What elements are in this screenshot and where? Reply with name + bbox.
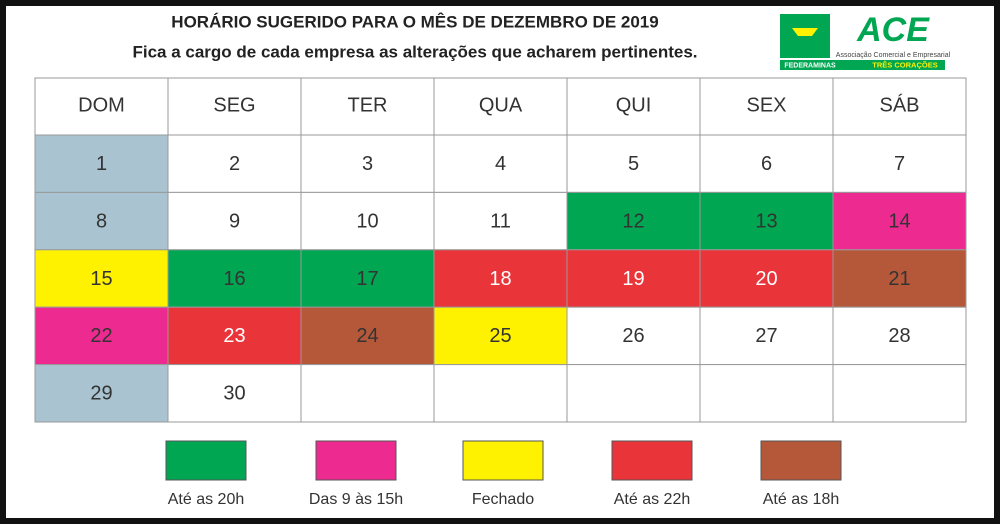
day-cell xyxy=(433,364,568,423)
day-cell xyxy=(300,364,435,423)
day-number: 11 xyxy=(490,210,511,232)
legend-swatch xyxy=(462,440,544,481)
day-number: 30 xyxy=(223,383,245,405)
day-number: 16 xyxy=(223,268,245,290)
day-number: 18 xyxy=(489,268,511,290)
day-number: 21 xyxy=(888,268,910,290)
header-cell xyxy=(832,77,967,136)
day-cell xyxy=(167,249,302,308)
weekday: SEX xyxy=(746,94,786,116)
day-number: 3 xyxy=(362,153,373,175)
day-cell xyxy=(34,364,169,423)
legend-swatch xyxy=(611,440,693,481)
header-cell xyxy=(566,77,701,136)
day-number: 8 xyxy=(96,210,107,232)
day-number: 13 xyxy=(755,210,777,232)
day-cell xyxy=(832,191,967,251)
day-cell xyxy=(300,249,435,308)
day-number: 14 xyxy=(888,210,910,232)
legend-label: Das 9 às 15h xyxy=(309,491,403,508)
day-number: 12 xyxy=(622,210,644,232)
day-number: 2 xyxy=(229,153,240,175)
weekday: SEG xyxy=(213,94,255,116)
weekday: QUI xyxy=(616,94,652,116)
legend-label: Fechado xyxy=(472,491,534,508)
legend-swatch xyxy=(165,440,247,481)
day-cell xyxy=(433,191,568,251)
day-cell xyxy=(566,364,701,423)
day-number: 25 xyxy=(489,325,511,347)
day-cell xyxy=(34,306,169,366)
day-number: 9 xyxy=(229,210,240,232)
logo-city: TRÊS CORAÇÕES xyxy=(872,60,937,69)
day-cell xyxy=(832,249,967,308)
day-cell xyxy=(433,306,568,366)
day-number: 1 xyxy=(96,153,107,175)
day-number: 15 xyxy=(90,268,112,290)
day-number: 27 xyxy=(755,325,777,347)
title: HORÁRIO SUGERIDO PARA O MÊS DE DEZEMBRO … xyxy=(171,12,658,31)
logo-shape xyxy=(792,28,818,36)
legend-swatch xyxy=(760,440,842,481)
day-number: 29 xyxy=(90,383,112,405)
day-cell xyxy=(34,191,169,251)
subtitle: Fica a cargo de cada empresa as alteraçõ… xyxy=(132,42,697,61)
weekday: TER xyxy=(348,94,388,116)
day-number: 7 xyxy=(894,153,905,175)
logo-federation: FEDERAMINAS xyxy=(784,62,836,69)
day-cell xyxy=(699,191,834,251)
day-cell xyxy=(832,134,967,193)
day-cell xyxy=(433,134,568,193)
day-number: 5 xyxy=(628,153,639,175)
day-number: 6 xyxy=(761,153,772,175)
legend: Até as 20h Das 9 às 15h Fechado Até as 22h A… xyxy=(165,440,842,508)
day-cell xyxy=(699,249,834,308)
day-number: 28 xyxy=(888,325,910,347)
header-cell xyxy=(433,77,568,136)
logo: ACE Associação Comercial e Empresarial F… xyxy=(780,11,951,70)
day-number: 26 xyxy=(622,325,644,347)
day-number: 17 xyxy=(356,268,378,290)
header-cell xyxy=(699,77,834,136)
day-cell xyxy=(34,249,169,308)
weekday: SÁB xyxy=(879,93,919,116)
day-cell xyxy=(300,134,435,193)
legend-swatch xyxy=(315,440,397,481)
day-number: 24 xyxy=(356,325,378,347)
day-cell xyxy=(300,306,435,366)
legend-label: Até as 22h xyxy=(614,491,691,508)
day-cell xyxy=(566,134,701,193)
logo-bar xyxy=(780,60,945,70)
day-number: 23 xyxy=(223,325,245,347)
day-number: 19 xyxy=(622,268,644,290)
weekday: QUA xyxy=(479,94,523,116)
header-cell xyxy=(300,77,435,136)
day-cell xyxy=(566,306,701,366)
day-cell xyxy=(832,364,967,423)
day-cell xyxy=(167,134,302,193)
legend-label: Até as 18h xyxy=(763,491,840,508)
day-cell xyxy=(699,364,834,423)
header-cell xyxy=(167,77,302,136)
legend-label: Até as 20h xyxy=(168,491,245,508)
day-number: 10 xyxy=(356,210,378,232)
day-number: 20 xyxy=(755,268,777,290)
day-cell xyxy=(566,191,701,251)
day-cell xyxy=(167,364,302,423)
weekday: DOM xyxy=(78,94,125,116)
day-cell xyxy=(167,191,302,251)
day-number: 22 xyxy=(90,325,112,347)
day-number: 4 xyxy=(495,153,506,175)
day-cell xyxy=(300,191,435,251)
logo-name: ACE xyxy=(856,11,930,49)
header-cell xyxy=(34,77,169,136)
day-cell xyxy=(832,306,967,366)
logo-tagline: Associação Comercial e Empresarial xyxy=(836,52,951,59)
day-cell xyxy=(699,134,834,193)
